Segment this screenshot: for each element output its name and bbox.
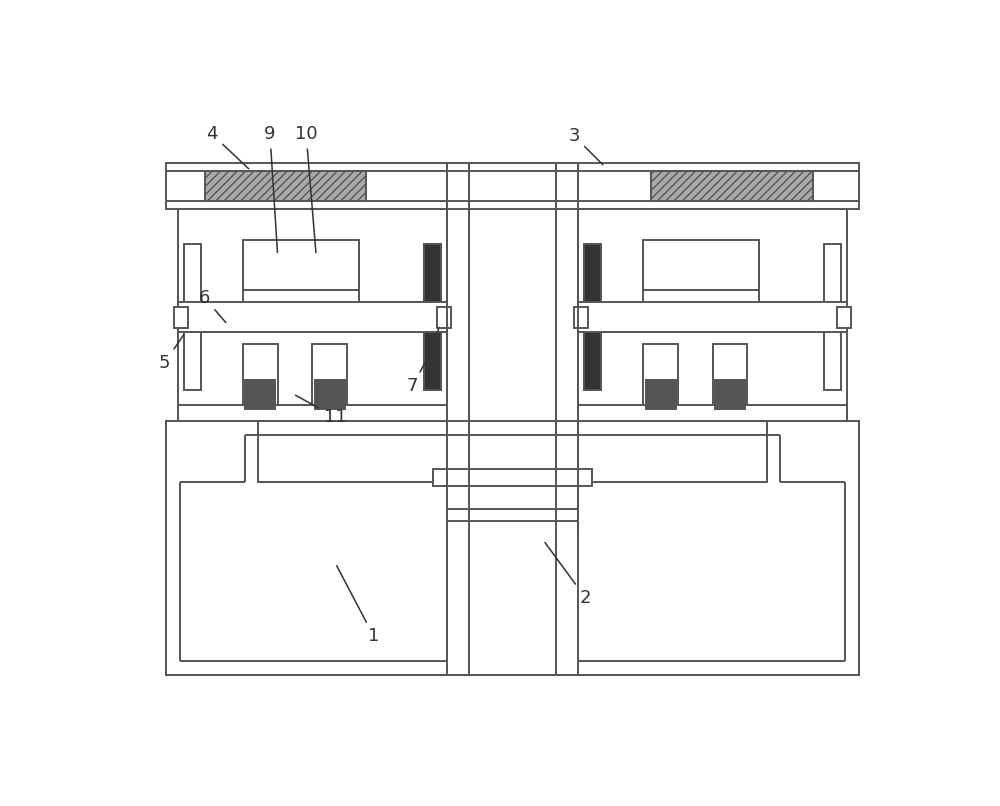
Bar	[178, 405, 447, 421]
Bar	[178, 209, 447, 421]
Bar	[574, 307, 588, 329]
Bar	[448, 163, 577, 540]
Text: 11: 11	[295, 395, 347, 426]
Text: 7: 7	[407, 343, 436, 395]
Bar	[166, 421, 859, 675]
Bar	[312, 344, 347, 409]
Text: 6: 6	[199, 289, 226, 322]
Text: 2: 2	[545, 542, 591, 607]
Bar	[646, 380, 676, 409]
Bar	[178, 301, 447, 332]
Bar	[205, 171, 366, 202]
Bar	[651, 171, 813, 202]
Bar	[447, 479, 578, 675]
Bar	[578, 301, 847, 332]
Text: 5: 5	[159, 334, 184, 372]
Bar	[578, 209, 847, 421]
Text: 8: 8	[426, 327, 439, 372]
Polygon shape	[166, 421, 859, 675]
Bar	[437, 307, 451, 329]
Bar	[713, 344, 747, 409]
Text: 3: 3	[568, 127, 603, 164]
Bar	[578, 405, 847, 421]
Bar	[315, 380, 345, 409]
Text: 4: 4	[206, 126, 249, 168]
Bar	[243, 344, 278, 409]
Bar	[424, 243, 441, 390]
Bar	[715, 380, 745, 409]
Bar	[166, 163, 859, 209]
Text: 10: 10	[295, 126, 317, 252]
Bar	[174, 307, 188, 329]
Bar	[243, 240, 358, 313]
Bar	[584, 243, 601, 390]
Bar	[837, 307, 851, 329]
Text: 1: 1	[337, 566, 380, 646]
Bar	[824, 243, 841, 390]
Bar	[643, 344, 678, 409]
Bar	[184, 243, 201, 390]
Bar	[245, 380, 275, 409]
Bar	[643, 240, 759, 313]
Bar	[424, 243, 441, 390]
Text: 9: 9	[264, 126, 277, 252]
Bar	[433, 469, 592, 486]
